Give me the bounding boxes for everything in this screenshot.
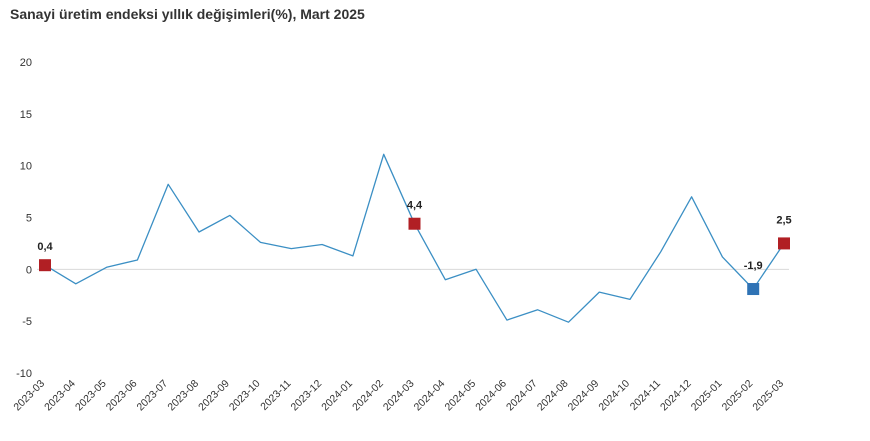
x-tick-label: 2024-06 xyxy=(473,378,509,414)
data-marker xyxy=(747,283,760,296)
x-tick-label: 2024-08 xyxy=(535,378,571,414)
x-tick-label: 2023-06 xyxy=(104,378,140,414)
x-tick-label: 2024-01 xyxy=(319,378,355,414)
x-tick-label: 2024-02 xyxy=(350,378,386,414)
x-tick-label: 2023-08 xyxy=(165,378,201,414)
x-tick-label: 2023-10 xyxy=(227,378,263,414)
x-tick-label: 2023-04 xyxy=(42,378,78,414)
x-tick-label: 2024-07 xyxy=(504,378,540,414)
x-tick-label: 2024-05 xyxy=(442,378,478,414)
y-tick-label: 15 xyxy=(20,109,32,121)
x-tick-label: 2025-01 xyxy=(689,378,725,414)
x-tick-label: 2023-05 xyxy=(73,378,109,414)
x-tick-label: 2024-10 xyxy=(596,378,632,414)
x-tick-label: 2025-02 xyxy=(720,378,756,414)
y-tick-label: -5 xyxy=(22,316,32,328)
data-marker xyxy=(408,217,421,230)
data-label: -1,9 xyxy=(744,260,763,272)
x-tick-label: 2024-03 xyxy=(381,378,417,414)
y-tick-label: 0 xyxy=(26,264,32,276)
y-tick-label: -10 xyxy=(16,368,32,380)
x-tick-label: 2023-12 xyxy=(289,378,325,414)
x-tick-label: 2023-09 xyxy=(196,378,232,414)
data-marker xyxy=(778,237,790,250)
series-line xyxy=(44,153,785,323)
y-tick-label: 20 xyxy=(20,57,32,69)
x-tick-label: 2025-03 xyxy=(750,378,786,414)
data-marker xyxy=(39,259,51,272)
x-tick-label: 2024-04 xyxy=(412,378,448,414)
y-tick-label: 5 xyxy=(26,213,32,225)
y-tick-label: 10 xyxy=(20,161,32,173)
x-tick-label: 2023-03 xyxy=(11,378,47,414)
x-tick-label: 2023-11 xyxy=(258,378,293,413)
data-label: 0,4 xyxy=(37,241,53,253)
data-label: 4,4 xyxy=(407,200,423,212)
chart-title: Sanayi üretim endeksi yıllık değişimleri… xyxy=(10,6,365,22)
x-tick-label: 2024-12 xyxy=(658,378,694,414)
x-tick-label: 2024-11 xyxy=(628,378,663,413)
x-tick-label: 2023-07 xyxy=(135,378,171,414)
x-tick-label: 2024-09 xyxy=(566,378,602,414)
data-label: 2,5 xyxy=(776,214,791,226)
